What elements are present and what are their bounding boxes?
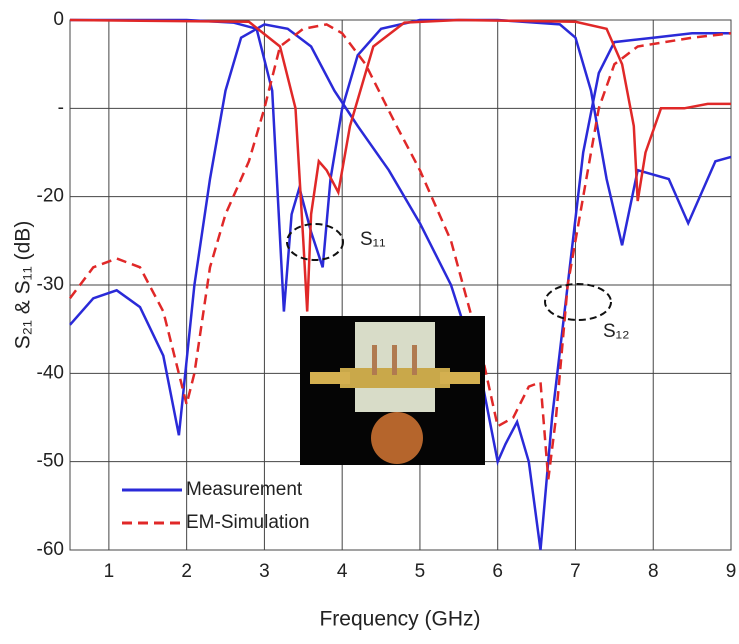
data-line [69,23,731,551]
plot-area [69,18,732,551]
data-line [69,23,732,480]
x-tick-label: 8 [648,561,659,582]
x-tick-label: 5 [415,561,426,582]
x-tick-label: 6 [492,561,503,582]
data-line [70,18,732,312]
x-tick-label: 9 [726,561,737,582]
annotation-ellipse [286,223,344,261]
y-axis-label: S₂₁ & S₁₁ (dB) [12,221,35,350]
y-tick-label: -20 [37,186,64,207]
y-tick-label: -50 [37,451,64,472]
x-tick-label: 3 [259,561,270,582]
annotation: S₁₂ [603,321,629,342]
data-line [69,18,731,312]
annotation-ellipse [544,283,612,321]
y-tick-label: -40 [37,362,64,383]
annotation: S₁₁ [360,229,386,250]
legend: Measurement EM-Simulation [122,479,310,533]
x-tick-label: 1 [104,561,115,582]
legend-label: Measurement [186,479,303,500]
inset-photo [300,316,485,465]
y-tick-label: - [58,97,64,118]
x-tick-label: 4 [337,561,348,582]
x-tick-label: 7 [570,561,581,582]
y-tick-label: -60 [37,539,64,560]
y-tick-label: 0 [53,9,64,30]
x-tick-label: 2 [181,561,192,582]
legend-label: EM-Simulation [186,512,310,533]
y-tick-label: -30 [37,274,64,295]
x-axis-label: Frequency (GHz) [319,608,480,631]
